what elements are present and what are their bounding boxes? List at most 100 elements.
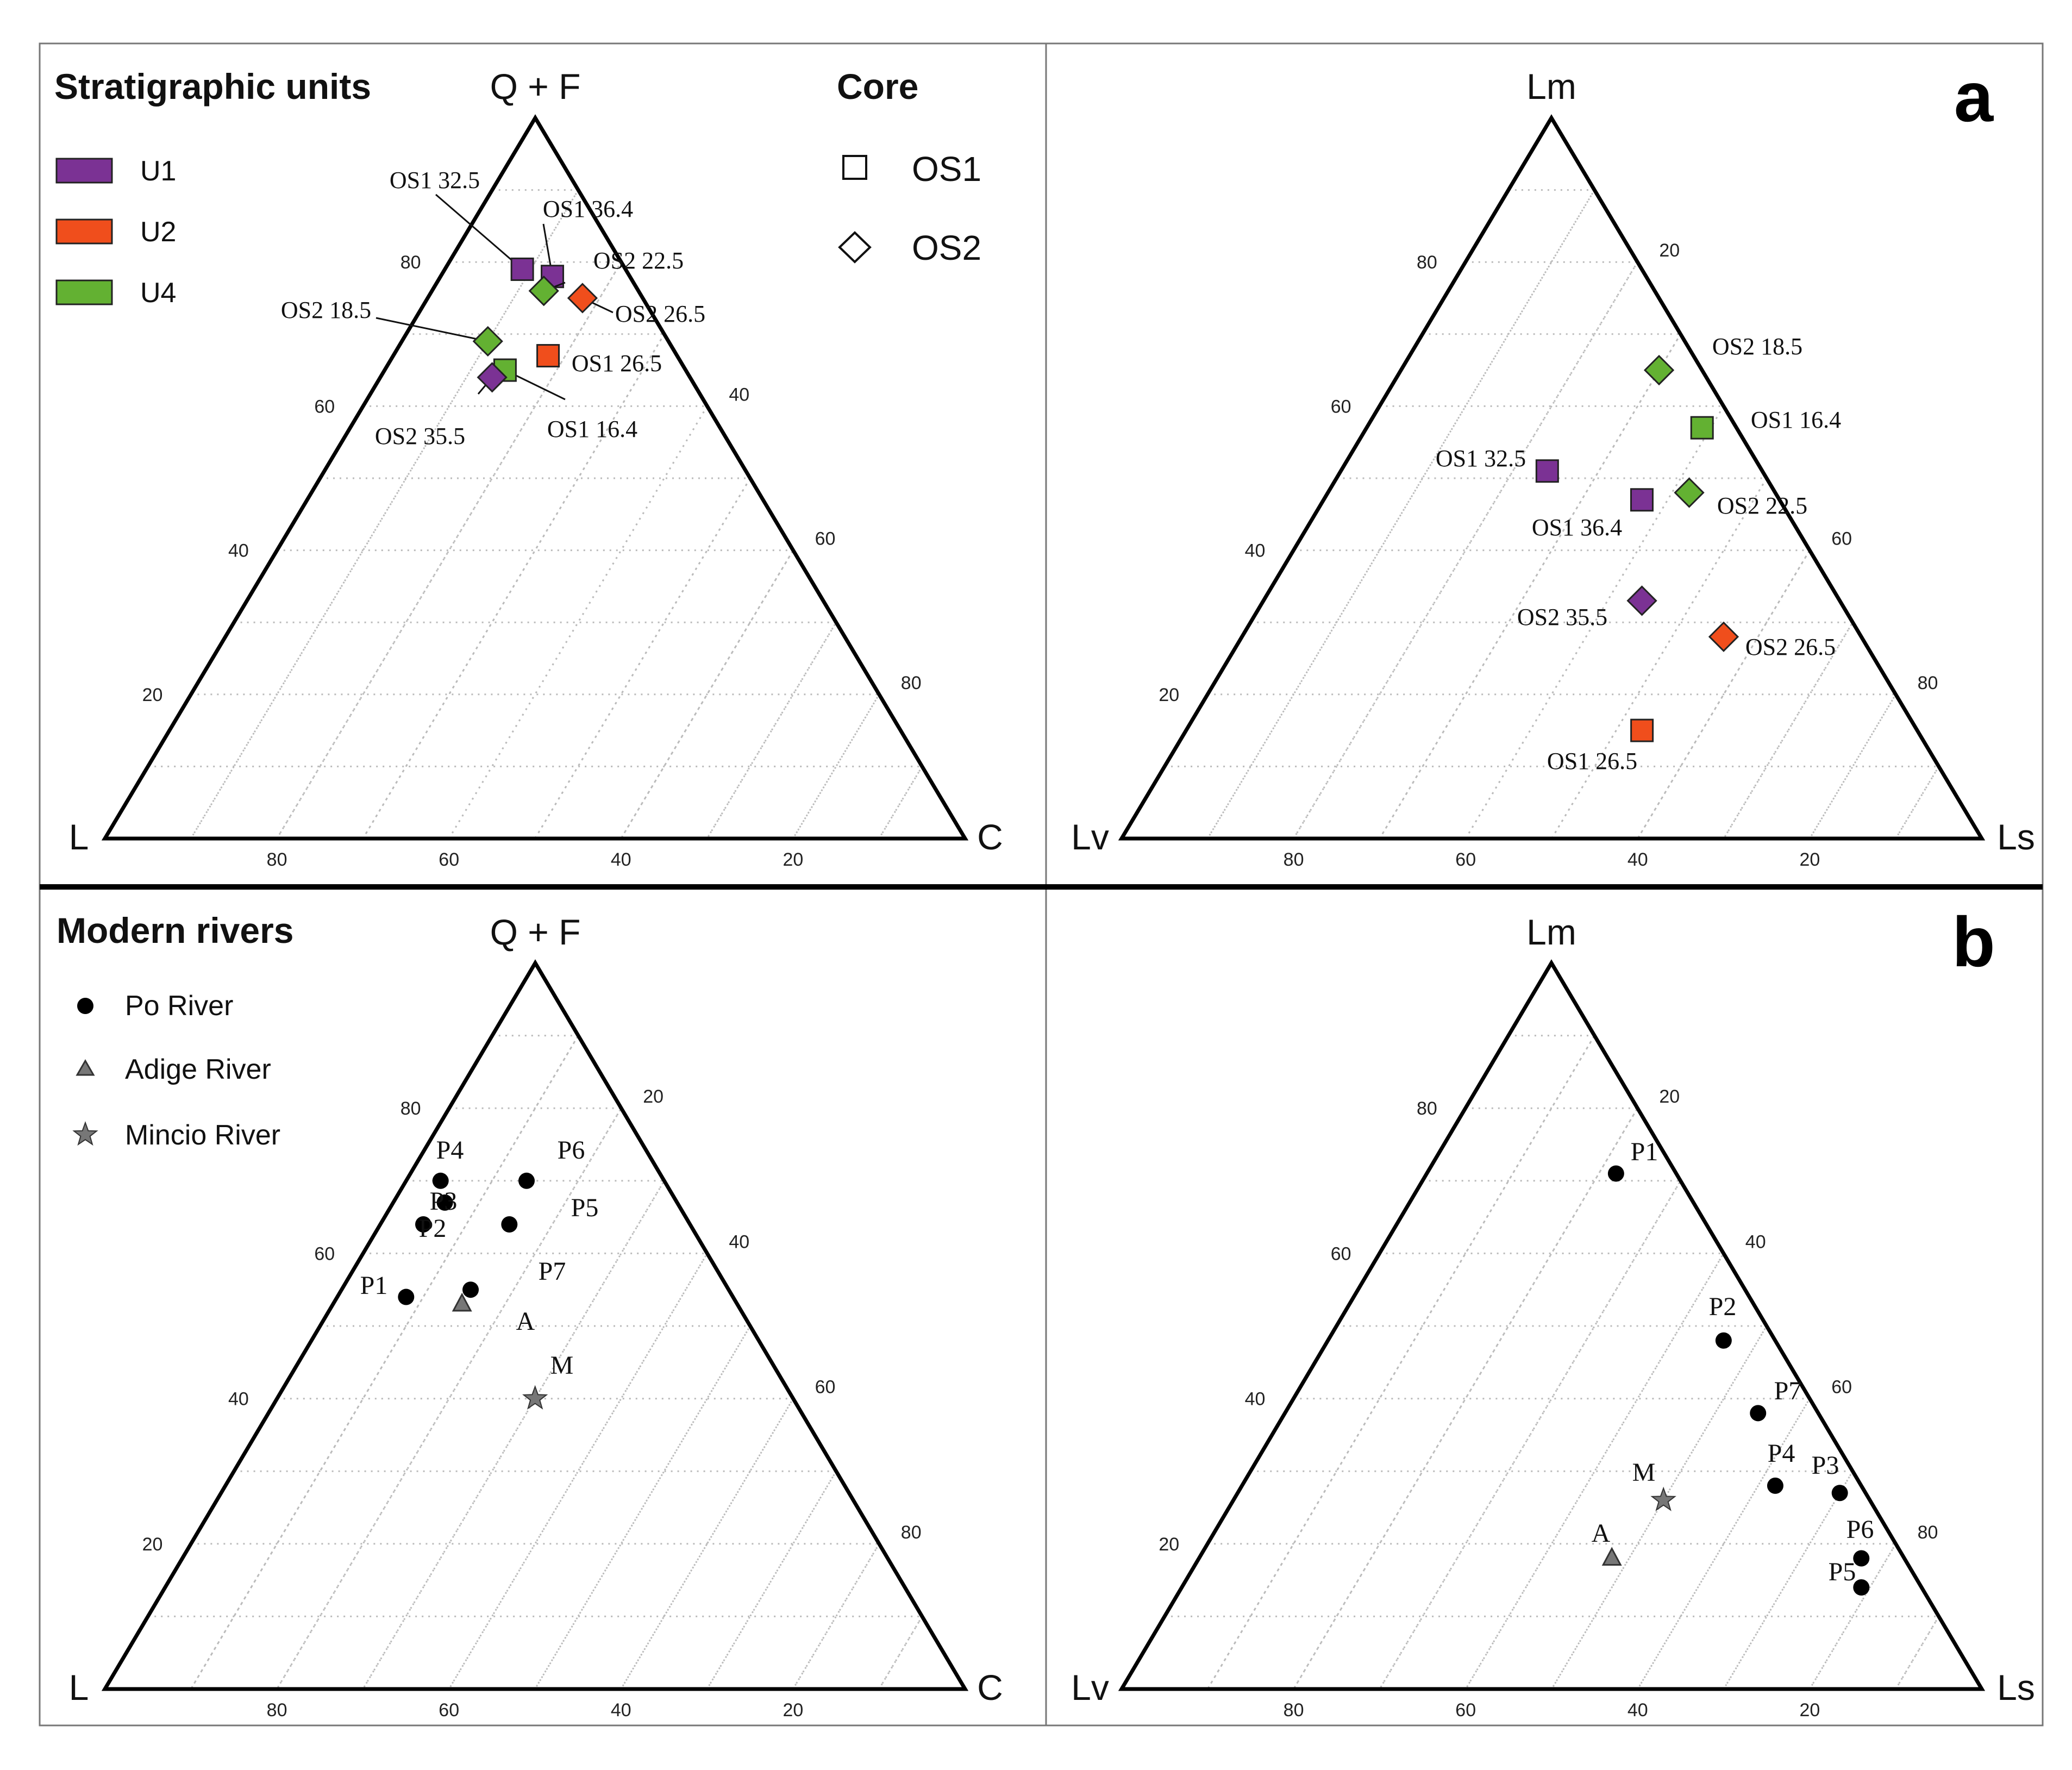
data-label: OS2 18.5 (281, 297, 371, 323)
tick-label-right: 80 (1918, 673, 1938, 693)
grid-line (1895, 766, 1940, 839)
legend-label-u2: U2 (140, 216, 176, 248)
data-point-circle (398, 1289, 415, 1305)
data-point-square (1690, 416, 1714, 440)
data-point-triangle (452, 1292, 472, 1312)
data-label: OS2 26.5 (1745, 634, 1836, 660)
tick-label-left: 20 (1159, 1534, 1179, 1555)
tick-label-left: 40 (228, 1389, 249, 1410)
data-point-circle (1767, 1477, 1783, 1494)
data-point-diamond (1643, 354, 1675, 386)
data-label: P4 (436, 1136, 464, 1165)
ternary-border (101, 114, 969, 841)
grid-line (878, 1616, 923, 1690)
grid-line (706, 622, 837, 839)
apex-label-top: Q + F (490, 912, 581, 952)
data-label: OS2 26.5 (615, 301, 705, 327)
data-point-circle (436, 1194, 453, 1211)
grid-line (1723, 622, 1854, 839)
grid-line (1895, 766, 1940, 839)
data-label: P3 (430, 1187, 458, 1216)
data-label: M (1632, 1458, 1656, 1487)
data-label: OS1 36.4 (543, 196, 633, 222)
legend-label-os2: OS2 (912, 228, 981, 267)
data-point-circle (1831, 1485, 1848, 1502)
tick-label-bottom: 20 (1799, 849, 1820, 870)
data-point-circle (1853, 1550, 1870, 1567)
legend-rivers-title: Modern rivers (57, 910, 293, 950)
data-label: OS2 22.5 (593, 247, 684, 274)
data-label: OS1 16.4 (547, 416, 637, 442)
grid-line (276, 261, 622, 839)
legend-swatch-u1 (55, 158, 113, 184)
tick-label-left: 60 (1331, 396, 1351, 417)
tick-label-right: 40 (729, 1231, 749, 1252)
data-point-circle (462, 1281, 479, 1298)
data-point-circle (501, 1216, 518, 1233)
legend-label-po: Po River (125, 990, 233, 1022)
grid-line (190, 1035, 579, 1690)
grid (148, 1035, 923, 1690)
tick-label-bottom: 40 (1627, 849, 1648, 870)
data-label: OS2 35.5 (375, 423, 465, 449)
data-label: OS1 16.4 (1751, 406, 1841, 433)
ternary-border (101, 959, 969, 1691)
tick-label-bottom: 40 (611, 849, 631, 870)
data-point-diamond (477, 362, 508, 393)
diamond-icon (838, 231, 872, 264)
grid-line (878, 1616, 923, 1690)
leader-line (375, 317, 489, 342)
data-label: P6 (558, 1136, 585, 1165)
grid-line (1207, 1035, 1595, 1690)
data-point-diamond (1626, 585, 1657, 616)
legend-label-u1: U1 (140, 155, 176, 187)
data-point-circle (432, 1172, 449, 1189)
grid-line (1895, 1616, 1940, 1690)
data-label: P3 (1812, 1451, 1839, 1480)
grid-line (1293, 1108, 1638, 1690)
tick-label-right: 60 (815, 1377, 836, 1398)
tick-label-right: 60 (1831, 529, 1852, 549)
grid-line (1637, 1398, 1811, 1690)
legend-core-title: Core (837, 66, 918, 107)
data-point-square (536, 344, 560, 368)
data-label: A (516, 1307, 535, 1336)
legend-label-os1: OS1 (912, 149, 981, 189)
panel-letter-b: b (1952, 902, 1995, 981)
grid-line (1293, 261, 1638, 839)
tick-label-right: 60 (815, 529, 836, 549)
tick-label-bottom: 80 (267, 849, 287, 870)
grid-line (1551, 478, 1768, 839)
grid-line (878, 766, 923, 839)
ternary-border (1118, 959, 1986, 1691)
grid-line (362, 334, 665, 839)
data-label: P7 (539, 1257, 566, 1286)
data-point-circle (415, 1216, 432, 1233)
tick-label-left: 60 (314, 1243, 335, 1264)
grid-line (276, 261, 622, 839)
tick-label-bottom: 80 (1284, 1700, 1304, 1721)
legend-swatch-u2 (55, 218, 113, 245)
data-label: OS2 22.5 (1717, 492, 1807, 519)
ternary-b-qfl: Q + F L C 20 40 60 80 20 40 60 80 80 60 40 20 P4 P6 P3 P5 P… (69, 912, 1003, 1721)
ternary-border (1118, 114, 1986, 841)
data-point-star (1650, 1486, 1676, 1511)
tick-label-bottom: 60 (1455, 1700, 1476, 1721)
data-label: M (550, 1351, 574, 1380)
apex-label-right: C (977, 1667, 1003, 1708)
data-label: OS1 32.5 (390, 167, 480, 193)
grid-line (1293, 1108, 1638, 1690)
tick-label-left: 20 (1159, 685, 1179, 705)
tick-label-bottom: 80 (267, 1700, 287, 1721)
tick-label-bottom: 40 (1627, 1700, 1648, 1721)
grid-line (1379, 334, 1681, 839)
grid-line (1464, 1253, 1725, 1690)
data-point-triangle (1601, 1547, 1622, 1566)
grid-line (1895, 1616, 1940, 1690)
tick-label-left: 40 (1245, 1389, 1266, 1410)
legend-label-mincio: Mincio River (125, 1119, 280, 1151)
legend-strat-title: Stratigraphic units (54, 66, 371, 107)
tick-label-left: 80 (1417, 1098, 1437, 1119)
ternary-a-qfl: Q + F L C 20 40 60 80 40 60 80 80 60 40 20 OS1 32.5 OS1… (69, 66, 1003, 870)
grid-line (1637, 1398, 1811, 1690)
